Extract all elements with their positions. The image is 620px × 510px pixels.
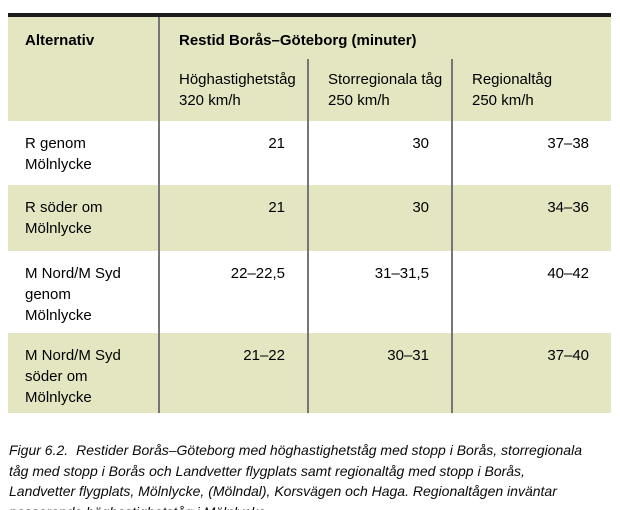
cell-value: 31–31,5	[307, 251, 452, 333]
column-header-line1: Regionaltåg	[472, 71, 553, 88]
table-row: M Nord/M Syd söder om Mölnlycke 21–22 30…	[8, 333, 612, 413]
row-label: R genom Mölnlycke	[8, 121, 160, 185]
cell-value: 21	[158, 121, 308, 185]
table-row: M Nord/M Syd genom Mölnlycke 22–22,5 31–…	[8, 251, 612, 333]
travel-time-table: Alternativ Restid Borås–Göteborg (minute…	[8, 13, 612, 413]
column-header-regionaltag: Regionaltåg 250 km/h	[450, 59, 612, 121]
cell-value: 30	[307, 121, 452, 185]
column-header-line2: 250 km/h	[472, 92, 534, 109]
cell-value: 37–38	[450, 121, 612, 185]
cell-value: 30–31	[307, 333, 452, 413]
figure-caption-text: Restider Borås–Göteborg med höghastighet…	[9, 442, 582, 510]
cell-value: 21	[158, 185, 308, 251]
row-label: M Nord/M Syd genom Mölnlycke	[8, 251, 160, 333]
cell-value: 40–42	[450, 251, 612, 333]
row-label: M Nord/M Syd söder om Mölnlycke	[8, 333, 160, 413]
column-header-hoghastighetstag: Höghastighetståg 320 km/h	[158, 59, 308, 121]
cell-value: 37–40	[450, 333, 612, 413]
figure-caption: Figur 6.2. Restider Borås–Göteborg med hö…	[9, 440, 613, 510]
column-header-line1: Höghastighetståg	[179, 71, 296, 88]
table-row: R genom Mölnlycke 21 30 37–38	[8, 121, 612, 185]
cell-value: 30	[307, 185, 452, 251]
figure-caption-label: Figur 6.2.	[9, 442, 69, 458]
column-header-line2: 250 km/h	[328, 92, 390, 109]
cell-value: 21–22	[158, 333, 308, 413]
column-header-storregionala: Storregionala tåg 250 km/h	[307, 59, 452, 121]
group-header-restid: Restid Borås–Göteborg (minuter)	[159, 15, 612, 59]
cell-value: 34–36	[450, 185, 612, 251]
row-label: R söder om Mölnlycke	[8, 185, 160, 251]
table-row: R söder om Mölnlycke 21 30 34–36	[8, 185, 612, 251]
cell-value: 22–22,5	[158, 251, 308, 333]
column-header-alternativ: Alternativ	[8, 15, 160, 121]
column-header-line2: 320 km/h	[179, 92, 241, 109]
column-header-line1: Storregionala tåg	[328, 71, 443, 88]
